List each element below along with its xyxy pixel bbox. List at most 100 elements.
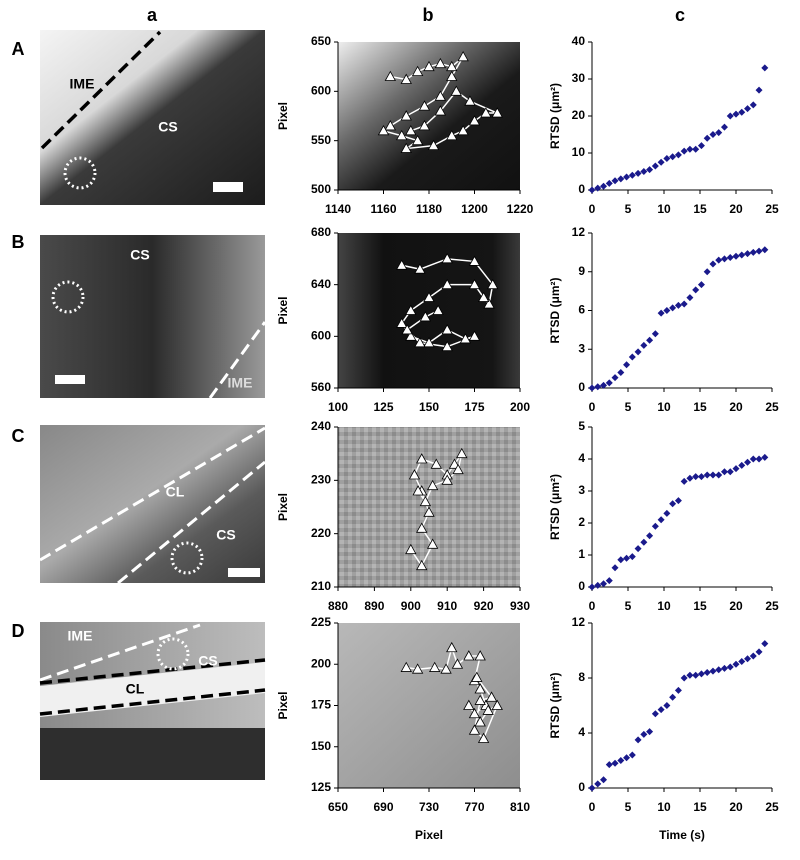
data-point (692, 671, 700, 679)
trajectory-point (423, 291, 435, 302)
y-tick-label: 210 (311, 579, 331, 593)
data-point (646, 336, 654, 344)
data-point (715, 471, 723, 479)
trajectory-point (432, 304, 444, 315)
trajectory-point (400, 110, 412, 121)
y-axis-label: Pixel (276, 102, 290, 130)
data-point (732, 110, 740, 118)
trajectory-point (457, 50, 469, 62)
data-point (692, 473, 700, 481)
data-point (720, 123, 728, 131)
data-point (657, 309, 665, 317)
image-label: CL (166, 484, 185, 500)
data-point (634, 736, 642, 744)
data-point (634, 545, 642, 553)
trajectory-point (456, 447, 468, 459)
data-point (703, 134, 711, 142)
data-point (640, 168, 648, 175)
data-point (744, 655, 752, 663)
trajectory-point (464, 95, 476, 106)
x-tick-label: 20 (729, 400, 743, 414)
x-tick-label: 5 (625, 400, 632, 414)
y-tick-label: 0 (578, 579, 585, 593)
data-point (674, 686, 682, 694)
y-tick-label: 4 (578, 451, 585, 465)
data-point (611, 759, 619, 767)
trajectory-point (463, 650, 475, 661)
data-point (692, 145, 700, 153)
trajectory-point (412, 485, 424, 496)
y-tick-label: 640 (311, 277, 331, 291)
data-point (600, 182, 608, 190)
data-point (669, 153, 677, 161)
micrograph: IME CS (40, 30, 265, 205)
y-tick-label: 1 (578, 547, 585, 561)
trajectory-point (468, 115, 481, 126)
x-tick-label: 25 (765, 599, 779, 613)
data-point (623, 554, 631, 562)
trajectory-point (405, 543, 417, 555)
data-point (715, 256, 723, 264)
data-point (669, 693, 677, 701)
trajectory-point (405, 330, 417, 341)
row-label: B (12, 232, 25, 252)
micrograph: CS IME (40, 235, 267, 399)
y-tick-label: 3 (578, 483, 585, 497)
trajectory-point (474, 650, 486, 661)
trajectory-point (482, 704, 494, 715)
trajectory-point (401, 324, 413, 335)
data-point (640, 538, 648, 546)
data-point (732, 660, 740, 668)
trajectory-point (446, 129, 458, 141)
x-tick-label: 20 (729, 599, 743, 613)
data-point (715, 129, 723, 137)
y-tick-label: 30 (572, 71, 586, 85)
x-axis-label: Pixel (415, 828, 443, 842)
x-tick-label: 880 (328, 599, 348, 613)
x-tick-label: 0 (589, 800, 596, 814)
trajectory-point (384, 70, 397, 81)
trajectory-point (441, 474, 453, 485)
data-point (669, 304, 677, 312)
trajectory-point (423, 506, 435, 517)
plot-background (338, 623, 520, 788)
trajectory-point (440, 663, 452, 674)
trajectory-point (423, 336, 435, 348)
data-point (623, 173, 631, 181)
image-label: CS (216, 527, 235, 543)
data-point (744, 105, 752, 113)
x-tick-label: 0 (589, 400, 596, 414)
trajectory-point (419, 495, 432, 507)
x-tick-label: 10 (657, 400, 671, 414)
data-point (646, 728, 654, 736)
data-point (738, 461, 746, 469)
data-point (651, 522, 659, 530)
data-point (709, 667, 717, 675)
data-point (623, 361, 631, 369)
y-axis-label: RTSD (μm²) (548, 83, 562, 149)
x-tick-label: 25 (765, 400, 779, 414)
data-point (594, 184, 602, 192)
y-axis-label: RTSD (μm²) (548, 672, 562, 738)
image-label: IME (70, 76, 95, 92)
image-label: CS (198, 653, 217, 669)
x-tick-label: 175 (464, 400, 484, 414)
y-axis-label: Pixel (276, 296, 290, 324)
trajectory-point (414, 336, 426, 348)
data-point (703, 471, 711, 479)
row-label: D (12, 621, 25, 641)
x-tick-label: 15 (693, 400, 707, 414)
data-point (657, 706, 665, 714)
trajectory-point (474, 683, 486, 694)
y-tick-label: 9 (578, 264, 585, 278)
data-point (594, 581, 602, 589)
trajectory-point (434, 90, 447, 101)
trajectory-point (450, 85, 462, 96)
data-point (651, 330, 659, 338)
data-point (738, 658, 746, 665)
data-point (623, 754, 631, 762)
y-tick-label: 500 (311, 182, 331, 196)
data-point (646, 532, 654, 540)
data-point (720, 468, 728, 476)
x-tick-label: 1220 (507, 202, 534, 216)
